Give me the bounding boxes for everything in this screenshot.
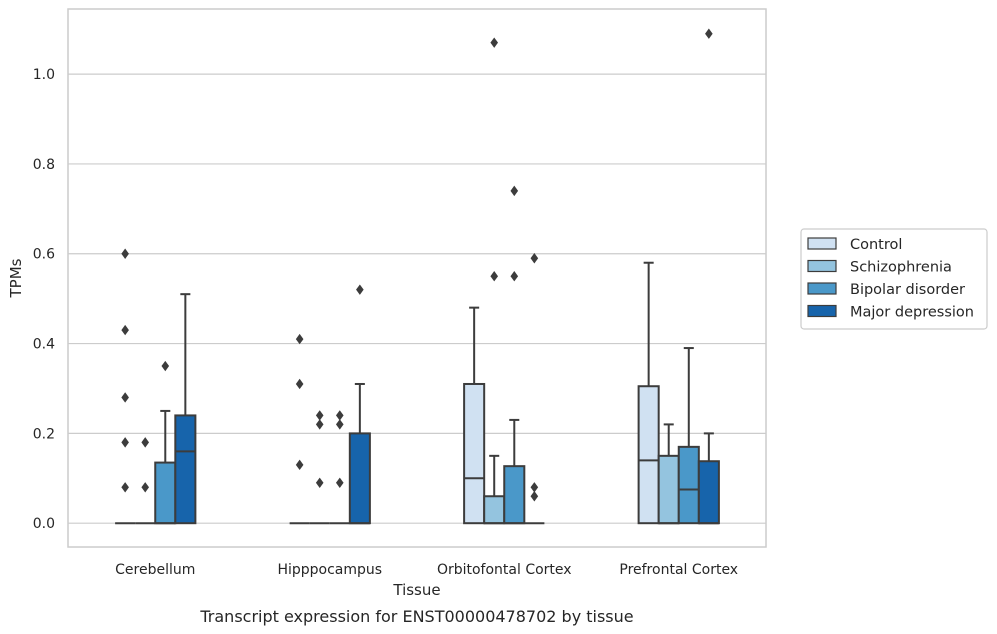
box-3-2	[677, 347, 700, 525]
box-body	[348, 432, 371, 525]
box-0-0	[115, 248, 136, 525]
outlier-point	[121, 437, 129, 448]
x-tick-labels: Cerebellum Hipppocampus Orbitofontal Corte…	[115, 562, 738, 578]
outlier-point	[335, 419, 344, 430]
outlier-point	[141, 482, 150, 493]
box-body	[637, 385, 660, 525]
outlier-point	[161, 360, 170, 372]
box-1-2	[329, 410, 350, 525]
x-tick-label: Orbitofontal Cortex	[437, 562, 572, 578]
outlier-point	[121, 482, 129, 493]
outlier-point	[121, 324, 129, 336]
y-tick-label: 1.0	[33, 67, 55, 83]
x-axis-title: Tissue	[392, 581, 440, 599]
outlier-point	[315, 419, 324, 430]
outlier-point	[530, 491, 539, 502]
x-tick-label: Cerebellum	[115, 562, 195, 578]
box-0-1	[135, 437, 156, 525]
chart-caption: Transcript expression for ENST0000047870…	[199, 607, 633, 626]
y-tick-labels: 0.0 0.2 0.4 0.6 0.8 1.0	[33, 67, 55, 532]
box-2-1	[483, 37, 506, 525]
box-body	[154, 461, 177, 525]
outlier-point	[510, 185, 519, 197]
outlier-point	[315, 410, 324, 421]
outlier-point	[510, 271, 519, 282]
box-0-3	[174, 293, 197, 525]
outlier-point	[121, 248, 129, 259]
y-tick-label: 0.0	[33, 516, 55, 532]
legend-label: Major depression	[850, 305, 974, 321]
box-body	[503, 465, 526, 525]
legend-label: Schizophrenia	[850, 260, 952, 276]
box-body	[677, 445, 700, 525]
x-tick-label: Hipppocampus	[277, 562, 382, 578]
legend-swatch	[807, 304, 837, 318]
outlier-point	[295, 333, 304, 345]
box-body	[174, 414, 197, 525]
outlier-point	[705, 28, 713, 39]
box-body	[483, 495, 506, 525]
box-1-0	[289, 333, 310, 525]
boxes	[115, 28, 720, 525]
y-tick-label: 0.2	[33, 426, 55, 442]
box-1-1	[309, 410, 330, 525]
box-body	[657, 454, 680, 525]
x-tick-label: Prefrontal Cortex	[619, 562, 738, 578]
outlier-point	[490, 271, 499, 282]
outlier-point	[530, 253, 539, 264]
legend-label: Bipolar disorder	[850, 282, 965, 298]
legend-swatch	[807, 237, 837, 250]
box-2-0	[463, 306, 486, 525]
box-body	[697, 460, 720, 525]
outlier-point	[295, 378, 304, 390]
box-1-3	[348, 284, 371, 525]
legend-swatch	[807, 282, 837, 295]
outlier-point	[356, 284, 364, 295]
box-3-3	[697, 28, 720, 525]
y-tick-label: 0.4	[33, 337, 55, 353]
outlier-point	[335, 410, 344, 421]
box-2-2	[503, 185, 526, 525]
box-3-1	[657, 423, 680, 525]
outlier-point	[335, 477, 344, 488]
y-axis-title: TPMs	[7, 258, 25, 298]
outlier-point	[141, 437, 150, 448]
box-2-3	[524, 253, 545, 525]
y-tick-label: 0.8	[33, 157, 55, 173]
outlier-point	[295, 459, 304, 471]
outlier-point	[530, 482, 539, 493]
y-tick-label: 0.6	[33, 247, 55, 263]
box-0-2	[154, 360, 177, 525]
legend: Control Schizophrenia Bipolar disorder Majo…	[800, 228, 988, 330]
box-body	[463, 382, 486, 525]
legend-frame	[800, 228, 988, 330]
legend-swatch	[807, 259, 837, 273]
outlier-point	[121, 392, 129, 403]
outlier-point	[490, 37, 499, 48]
plot-frame	[67, 8, 767, 548]
legend-label: Control	[850, 237, 902, 253]
outlier-point	[315, 477, 324, 488]
box-3-0	[637, 261, 660, 525]
